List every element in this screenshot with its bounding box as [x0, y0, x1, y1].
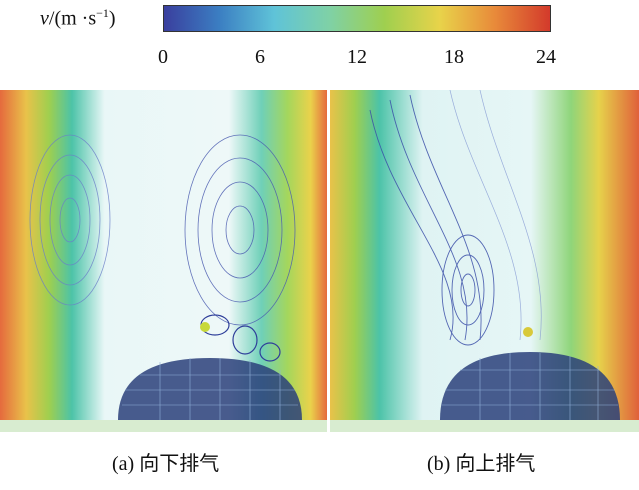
colorbar-tick-12: 12	[347, 46, 367, 68]
colorbar-title: v/(m ·s−1)	[40, 6, 116, 31]
colorbar-close: )	[108, 7, 116, 30]
colorbar: v/(m ·s−1) 0 6 12 18 24	[0, 0, 639, 80]
colorbar-exponent: −1	[96, 6, 109, 20]
caption-a: (a) 向下排气	[112, 453, 220, 475]
colorbar-tick-18: 18	[444, 46, 464, 68]
colorbar-tick-0: 0	[158, 46, 168, 68]
colorbar-gradient	[163, 5, 551, 32]
colorbar-unit: /(m ·s	[48, 7, 97, 30]
caption-b: (b) 向上排气	[427, 453, 536, 475]
flow-panel-downward	[0, 90, 327, 432]
flow-panel-upward	[330, 90, 639, 432]
streamline-image-b	[330, 90, 639, 432]
streamline-image-a	[0, 90, 327, 432]
colorbar-var: v	[40, 7, 49, 30]
colorbar-tick-6: 6	[255, 46, 265, 68]
colorbar-tick-24: 24	[536, 46, 556, 68]
